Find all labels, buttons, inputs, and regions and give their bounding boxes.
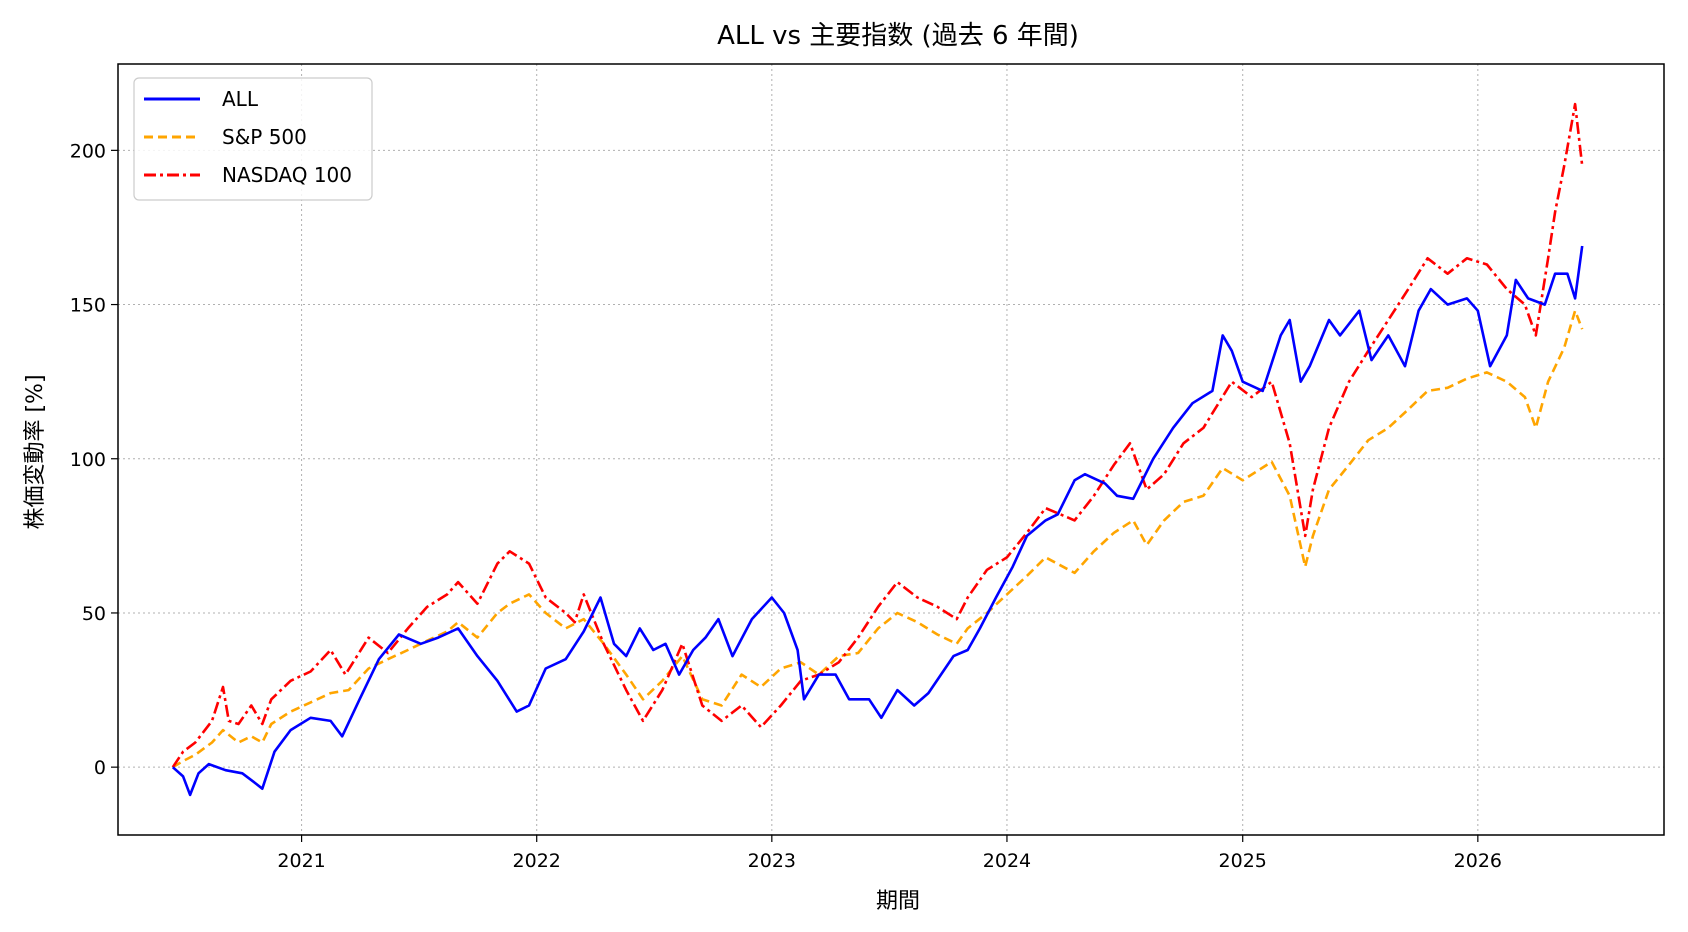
x-tick-label: 2026 [1454,850,1502,872]
chart-title: ALL vs 主要指数 (過去 6 年間) [717,21,1079,51]
plot-frame [117,63,1665,836]
x-tick-label: 2025 [1219,850,1267,872]
legend-label-all: ALL [222,87,259,111]
x-tick-label: 2021 [277,850,325,872]
legend-box [133,77,373,201]
y-tick-label: 0 [94,757,106,779]
series-line-nasdaq100 [171,102,1584,768]
y-tick-label: 50 [82,603,106,625]
x-tick-label: 2022 [513,850,561,872]
y-axis-title: 株価変動率 [%] [23,374,48,529]
grid [118,64,1664,835]
legend: ALL S&P 500 NASDAQ 100 [133,77,373,201]
x-tick-label: 2024 [983,850,1031,872]
legend-label-sp500: S&P 500 [222,125,307,149]
ticks: 0 50 100 150 200 2021 2022 2023 2024 2025 2026 [70,140,1502,872]
x-tick-label: 2023 [748,850,796,872]
x-axis-title: 期間 [876,889,920,914]
series-group [171,102,1584,797]
y-tick-label: 200 [70,140,106,162]
y-tick-label: 150 [70,295,106,317]
series-line-sp500 [172,309,1584,769]
y-tick-label: 100 [70,449,106,471]
legend-label-nasdaq100: NASDAQ 100 [222,163,352,187]
series-line-all [171,245,1584,797]
